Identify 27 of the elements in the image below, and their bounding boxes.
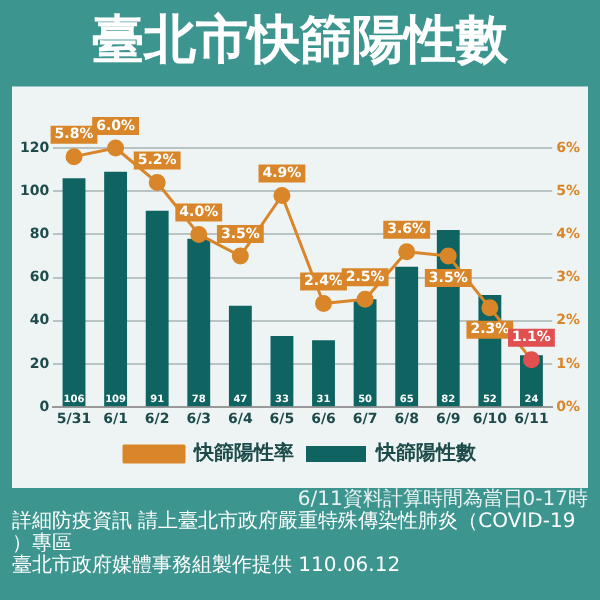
chart-title: 臺北市快篩陽性數 bbox=[92, 10, 510, 71]
text: 6/11資料計算時間為當日0-17時 bbox=[297, 487, 588, 512]
point bbox=[481, 299, 499, 317]
point bbox=[356, 290, 374, 308]
legend-label: 快篩陽性數 bbox=[374, 441, 478, 466]
point bbox=[107, 139, 125, 157]
bar bbox=[228, 305, 252, 407]
bar bbox=[312, 340, 335, 407]
text: 詳細防疫資訊 請上臺北市政府嚴重特殊傳染性肺炎（COVID-19）專區 bbox=[12, 509, 576, 556]
bar bbox=[187, 238, 211, 407]
bar bbox=[145, 210, 169, 407]
bar bbox=[62, 178, 86, 407]
bar bbox=[395, 266, 419, 407]
point bbox=[398, 243, 416, 261]
legend-label: 快篩陽性率 bbox=[192, 441, 294, 466]
bar bbox=[353, 299, 377, 407]
bar bbox=[270, 335, 294, 407]
bar bbox=[104, 171, 128, 407]
point bbox=[273, 187, 291, 205]
point bbox=[439, 247, 457, 265]
text: 臺北市政府媒體事務組製作提供 110.06.12 bbox=[12, 553, 401, 578]
point bbox=[148, 174, 166, 192]
point bbox=[522, 351, 540, 369]
point bbox=[315, 295, 333, 313]
point bbox=[65, 148, 83, 166]
point bbox=[231, 247, 249, 265]
point bbox=[190, 225, 208, 243]
